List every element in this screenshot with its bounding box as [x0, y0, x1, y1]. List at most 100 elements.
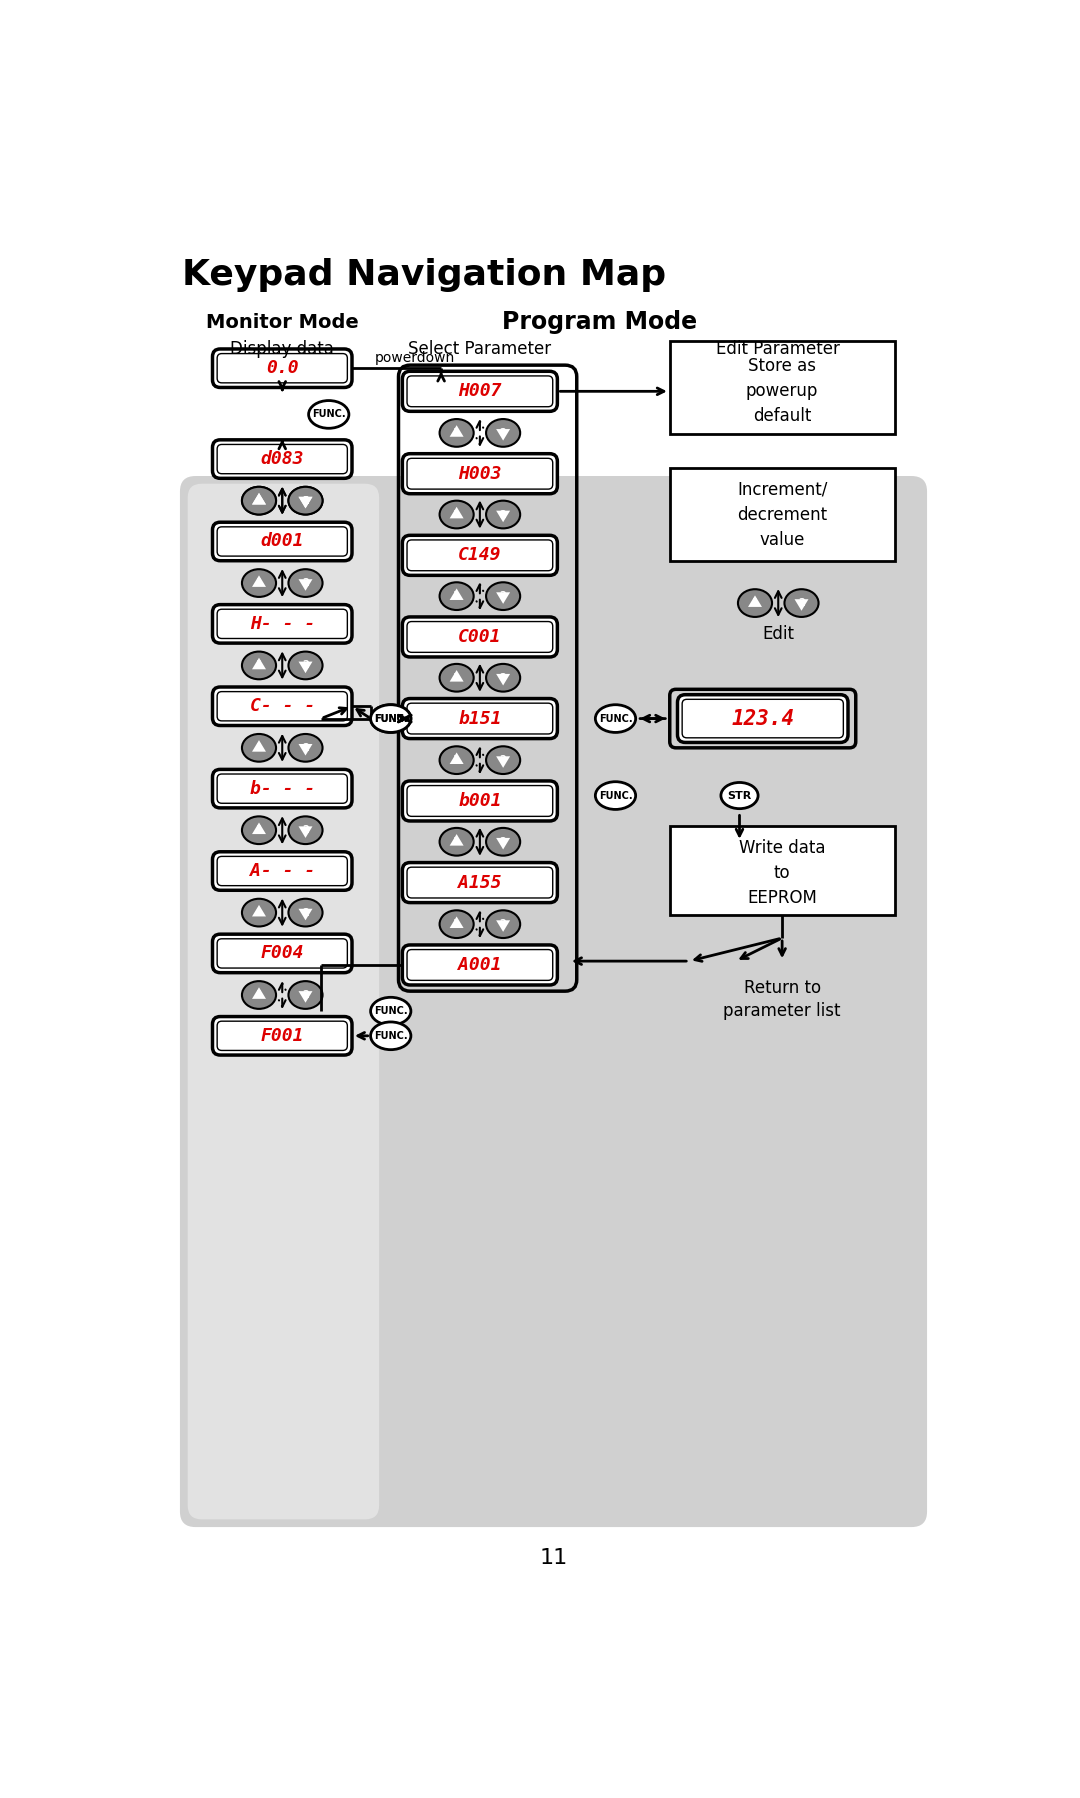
Polygon shape: [252, 987, 266, 1000]
FancyBboxPatch shape: [407, 867, 553, 897]
Text: 2: 2: [500, 919, 507, 930]
Text: 2: 2: [500, 836, 507, 847]
Polygon shape: [298, 908, 312, 921]
Ellipse shape: [288, 487, 323, 514]
Text: Program Mode: Program Mode: [502, 309, 698, 334]
Text: 1: 1: [454, 836, 460, 847]
Polygon shape: [298, 744, 312, 755]
Text: C- - -: C- - -: [249, 698, 315, 716]
Text: 1: 1: [256, 496, 262, 505]
Ellipse shape: [486, 663, 521, 692]
Text: FUNC.: FUNC.: [374, 714, 407, 723]
Ellipse shape: [738, 590, 772, 617]
Text: Keypad Navigation Map: Keypad Navigation Map: [181, 259, 665, 291]
Text: Display data: Display data: [230, 340, 334, 358]
Ellipse shape: [440, 746, 474, 773]
Ellipse shape: [440, 827, 474, 856]
FancyBboxPatch shape: [217, 773, 348, 804]
FancyBboxPatch shape: [213, 1016, 352, 1055]
Text: 2: 2: [500, 755, 507, 766]
Text: C001: C001: [458, 628, 501, 645]
Polygon shape: [449, 671, 463, 681]
Ellipse shape: [242, 899, 276, 926]
Polygon shape: [252, 575, 266, 586]
Text: 2: 2: [500, 592, 507, 601]
Text: H- - -: H- - -: [249, 615, 315, 633]
Text: C149: C149: [458, 547, 501, 565]
Ellipse shape: [288, 734, 323, 762]
Bar: [670, 342, 894, 433]
Polygon shape: [795, 599, 809, 611]
Text: F001: F001: [260, 1027, 303, 1045]
Ellipse shape: [242, 734, 276, 762]
Text: 2: 2: [500, 672, 507, 683]
Ellipse shape: [370, 998, 410, 1025]
Ellipse shape: [486, 746, 521, 773]
Polygon shape: [252, 493, 266, 505]
Ellipse shape: [595, 705, 636, 732]
FancyBboxPatch shape: [213, 441, 352, 478]
Polygon shape: [298, 579, 312, 592]
Ellipse shape: [242, 570, 276, 597]
Text: 2: 2: [302, 496, 309, 505]
Text: Edit: Edit: [762, 626, 794, 644]
Text: F004: F004: [260, 944, 303, 962]
Polygon shape: [496, 592, 510, 604]
FancyBboxPatch shape: [213, 604, 352, 644]
FancyBboxPatch shape: [407, 622, 553, 653]
Text: A- - -: A- - -: [249, 861, 315, 879]
Ellipse shape: [440, 419, 474, 446]
Text: 1: 1: [256, 660, 262, 671]
Text: 2: 2: [302, 991, 309, 1000]
Text: 2: 2: [302, 825, 309, 836]
FancyBboxPatch shape: [407, 949, 553, 980]
Text: powerdown: powerdown: [375, 351, 456, 365]
Polygon shape: [252, 493, 266, 505]
Text: Monitor Mode: Monitor Mode: [206, 313, 359, 331]
Ellipse shape: [288, 651, 323, 680]
Ellipse shape: [242, 487, 276, 514]
Polygon shape: [298, 496, 312, 509]
Polygon shape: [449, 507, 463, 518]
FancyBboxPatch shape: [407, 703, 553, 734]
FancyBboxPatch shape: [677, 694, 848, 743]
Text: Select Parameter: Select Parameter: [408, 340, 552, 358]
Text: 123.4: 123.4: [731, 708, 794, 728]
Text: FUNC.: FUNC.: [598, 714, 632, 723]
Text: FUNC.: FUNC.: [312, 410, 346, 419]
Ellipse shape: [242, 816, 276, 843]
Text: 1: 1: [454, 919, 460, 930]
FancyBboxPatch shape: [213, 935, 352, 973]
Text: H007: H007: [458, 383, 501, 401]
FancyBboxPatch shape: [403, 617, 557, 656]
Polygon shape: [298, 662, 312, 672]
FancyBboxPatch shape: [217, 939, 348, 967]
Ellipse shape: [595, 782, 636, 809]
Ellipse shape: [784, 590, 819, 617]
FancyBboxPatch shape: [217, 610, 348, 638]
Ellipse shape: [242, 487, 276, 514]
Text: Store as
powerup
default: Store as powerup default: [746, 358, 819, 426]
Text: 1: 1: [256, 825, 262, 836]
FancyBboxPatch shape: [180, 476, 927, 1527]
Text: 1: 1: [454, 672, 460, 683]
FancyBboxPatch shape: [188, 484, 379, 1519]
Ellipse shape: [288, 487, 323, 514]
Ellipse shape: [309, 401, 349, 428]
FancyBboxPatch shape: [407, 539, 553, 570]
FancyBboxPatch shape: [403, 453, 557, 494]
Text: 1: 1: [454, 509, 460, 520]
Text: 0.0: 0.0: [266, 360, 298, 378]
Ellipse shape: [486, 827, 521, 856]
Text: b001: b001: [458, 791, 501, 809]
Text: d083: d083: [260, 450, 303, 467]
Bar: [670, 827, 894, 915]
Polygon shape: [252, 822, 266, 834]
FancyBboxPatch shape: [213, 521, 352, 561]
Text: 2: 2: [798, 599, 805, 608]
Text: 1: 1: [454, 755, 460, 766]
Text: 2: 2: [302, 743, 309, 753]
Ellipse shape: [370, 705, 410, 732]
Ellipse shape: [370, 1021, 410, 1050]
Polygon shape: [449, 917, 463, 928]
